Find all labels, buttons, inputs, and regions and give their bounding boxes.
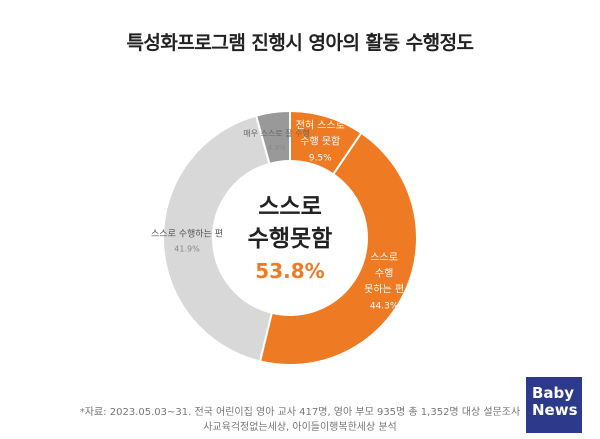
analysis-note: 사교육걱정없는세상, 아이들이행복한세상 분석 [203,422,397,433]
center-label-line-2: 수행못함 [248,226,333,252]
slice-label-1-line-2: 수행 못함 [300,135,340,147]
center-value: 53.8% [255,259,324,283]
slice-label-3-line-1: 스스로 수행하는 편 [151,228,223,240]
slice-value-1: 9.5% [309,153,332,163]
slice-label-2-line-3: 못하는 편 [364,283,404,296]
chart-title: 특성화프로그램 진행시 영아의 활동 수행정도 [126,32,474,54]
logo-line-2: News [532,401,578,419]
source-note: *자료: 2023.05.03~31. 전국 어린이집 영아 교사 417명, … [79,407,521,418]
slice-label-4-line-1: 매우 스스로 잘 수행 [243,128,310,138]
donut-slice-4 [254,109,291,166]
logo-line-1: Baby [532,384,575,402]
center-label-line-1: 스스로 [258,194,321,220]
slice-value-2: 44.3% [370,302,399,312]
slice-label-2-line-1: 스스로 [370,252,398,264]
slice-label-1-line-1: 전혀 스스로 [296,119,345,131]
slice-value-4: 4.3% [268,144,286,152]
slice-value-3: 41.9% [174,245,200,254]
donut-slice-3 [162,114,273,363]
slice-label-2-line-2: 수행 [375,268,393,280]
babynews-logo: Baby News [526,377,582,433]
donut-slice-2 [258,131,418,366]
